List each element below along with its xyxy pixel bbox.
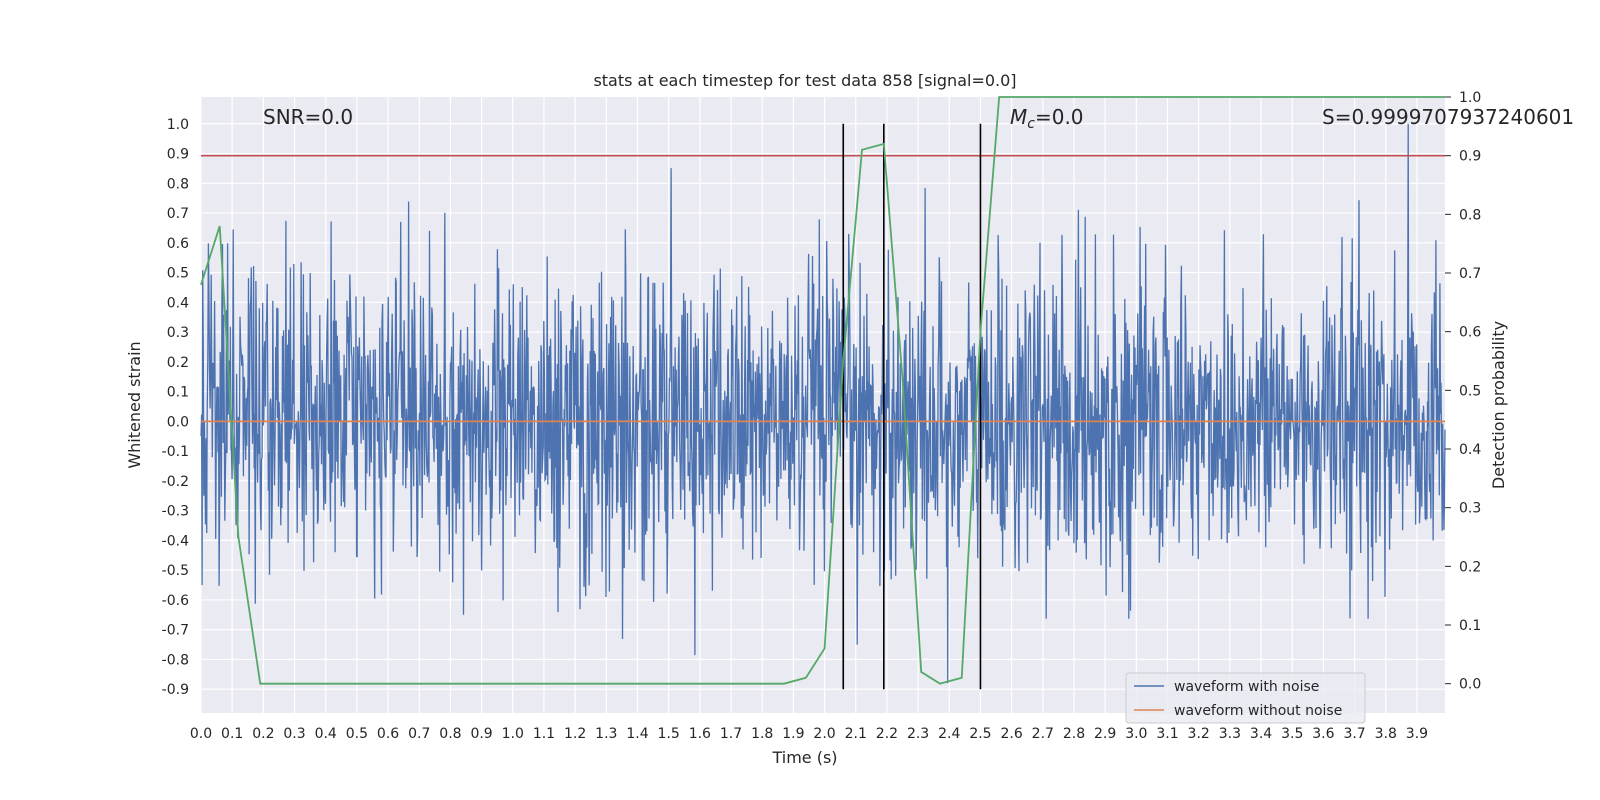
x-tick-label: 0.6: [377, 726, 399, 742]
y2-tick-label: 0.6: [1459, 325, 1481, 341]
y2-tick-label: 0.2: [1459, 559, 1481, 575]
x-tick-label: 1.3: [595, 726, 617, 742]
y2-axis-ticks: 0.0 0.1 0.2 0.3 0.4 0.5 0.6 0.7 0.8 0.9 1.0: [1445, 90, 1481, 693]
mc-annotation: Mc=0.0: [1010, 105, 1084, 132]
x-tick-label: 2.9: [1094, 726, 1116, 742]
x-tick-label: 2.8: [1063, 726, 1085, 742]
x-tick-label: 0.2: [252, 726, 274, 742]
y-tick-label: -0.1: [162, 444, 189, 460]
x-tick-label: 1.6: [689, 726, 711, 742]
x-tick-label: 2.0: [813, 726, 835, 742]
x-tick-label: 2.1: [845, 726, 867, 742]
y-tick-label: -0.7: [162, 623, 189, 639]
x-tick-label: 1.2: [564, 726, 586, 742]
x-tick-label: 0.0: [190, 726, 212, 742]
x-tick-label: 1.4: [626, 726, 648, 742]
y-tick-label: 1.0: [167, 117, 189, 133]
y-tick-label: -0.4: [162, 533, 189, 549]
x-tick-label: 0.5: [346, 726, 368, 742]
x-tick-label: 3.7: [1343, 726, 1365, 742]
y2-tick-label: 0.5: [1459, 383, 1481, 399]
y2-tick-label: 0.3: [1459, 501, 1481, 517]
y-tick-label: -0.2: [162, 474, 189, 490]
legend-label-noise: waveform with noise: [1174, 679, 1319, 695]
y-tick-label: 0.3: [167, 325, 189, 341]
x-axis-label: Time (s): [771, 748, 837, 767]
x-tick-label: 3.0: [1125, 726, 1147, 742]
x-tick-label: 2.2: [876, 726, 898, 742]
x-tick-label: 2.4: [938, 726, 960, 742]
noise-line: [200, 123, 1446, 684]
x-tick-label: 2.3: [907, 726, 929, 742]
x-tick-label: 3.2: [1188, 726, 1210, 742]
x-tick-label: 1.9: [782, 726, 804, 742]
x-tick-label: 1.8: [751, 726, 773, 742]
y2-tick-label: 0.1: [1459, 618, 1481, 634]
x-tick-label: 0.8: [439, 726, 461, 742]
x-tick-label: 0.3: [283, 726, 305, 742]
x-tick-label: 1.7: [720, 726, 742, 742]
x-tick-label: 3.9: [1406, 726, 1428, 742]
y2-tick-label: 0.8: [1459, 207, 1481, 223]
mc-symbol: M: [1010, 105, 1027, 129]
y-tick-label: -0.3: [162, 504, 189, 520]
x-tick-label: 2.6: [1000, 726, 1022, 742]
y-axis-label: Whitened strain: [125, 341, 144, 468]
x-tick-label: 0.9: [470, 726, 492, 742]
y-tick-label: 0.9: [167, 147, 189, 163]
x-tick-label: 0.1: [221, 726, 243, 742]
x-tick-label: 3.4: [1250, 726, 1272, 742]
y-axis-ticks: -0.9 -0.8 -0.7 -0.6 -0.5 -0.4 -0.3 -0.2 -0.1 0.0 0…: [162, 117, 189, 698]
y2-axis-label: Detection probability: [1489, 321, 1508, 489]
y-tick-label: -0.5: [162, 563, 189, 579]
vertical-markers: [842, 123, 982, 690]
s-annotation: S=0.9999707937240601: [1322, 105, 1574, 129]
x-tick-label: 0.4: [315, 726, 337, 742]
y2-tick-label: 0.7: [1459, 266, 1481, 282]
y-tick-label: 0.0: [167, 414, 189, 430]
x-tick-label: 3.1: [1156, 726, 1178, 742]
y2-tick-label: 1.0: [1459, 90, 1481, 106]
y2-tick-label: 0.0: [1459, 677, 1481, 693]
y-tick-label: 0.8: [167, 176, 189, 192]
y-tick-label: 0.7: [167, 206, 189, 222]
waveform-with-noise-series: [200, 123, 1446, 684]
y-tick-label: -0.6: [162, 593, 189, 609]
y-tick-label: -0.8: [162, 652, 189, 668]
y-tick-label: 0.2: [167, 355, 189, 371]
y-tick-label: 0.1: [167, 385, 189, 401]
x-tick-label: 3.3: [1219, 726, 1241, 742]
y-tick-label: 0.5: [167, 266, 189, 282]
legend-box: [1125, 672, 1366, 724]
y-tick-label: 0.6: [167, 236, 189, 252]
y-tick-label: 0.4: [167, 295, 189, 311]
chart-title: stats at each timestep for test data 858…: [593, 71, 1016, 90]
mc-subscript: c: [1027, 116, 1035, 132]
y2-tick-label: 0.9: [1459, 149, 1481, 165]
snr-annotation: SNR=0.0: [263, 105, 353, 129]
x-tick-label: 3.6: [1312, 726, 1334, 742]
x-tick-label: 2.5: [969, 726, 991, 742]
y-tick-label: -0.9: [162, 682, 189, 698]
x-tick-label: 1.0: [502, 726, 524, 742]
x-axis-ticks: 0.0 0.1 0.2 0.3 0.4 0.5 0.6 0.7 0.8 0.9 1.0 1.1 1.2 1…: [190, 726, 1428, 742]
x-tick-label: 2.7: [1032, 726, 1054, 742]
x-tick-label: 3.8: [1375, 726, 1397, 742]
x-tick-label: 1.5: [658, 726, 680, 742]
x-tick-label: 1.1: [533, 726, 555, 742]
legend-label-clean: waveform without noise: [1174, 703, 1342, 719]
x-tick-label: 0.7: [408, 726, 430, 742]
mc-value: =0.0: [1035, 105, 1084, 129]
detection-probability-series: [200, 96, 1446, 685]
y2-tick-label: 0.4: [1459, 442, 1481, 458]
legend: waveform with noise waveform without noi…: [1125, 672, 1366, 724]
x-tick-label: 3.5: [1281, 726, 1303, 742]
